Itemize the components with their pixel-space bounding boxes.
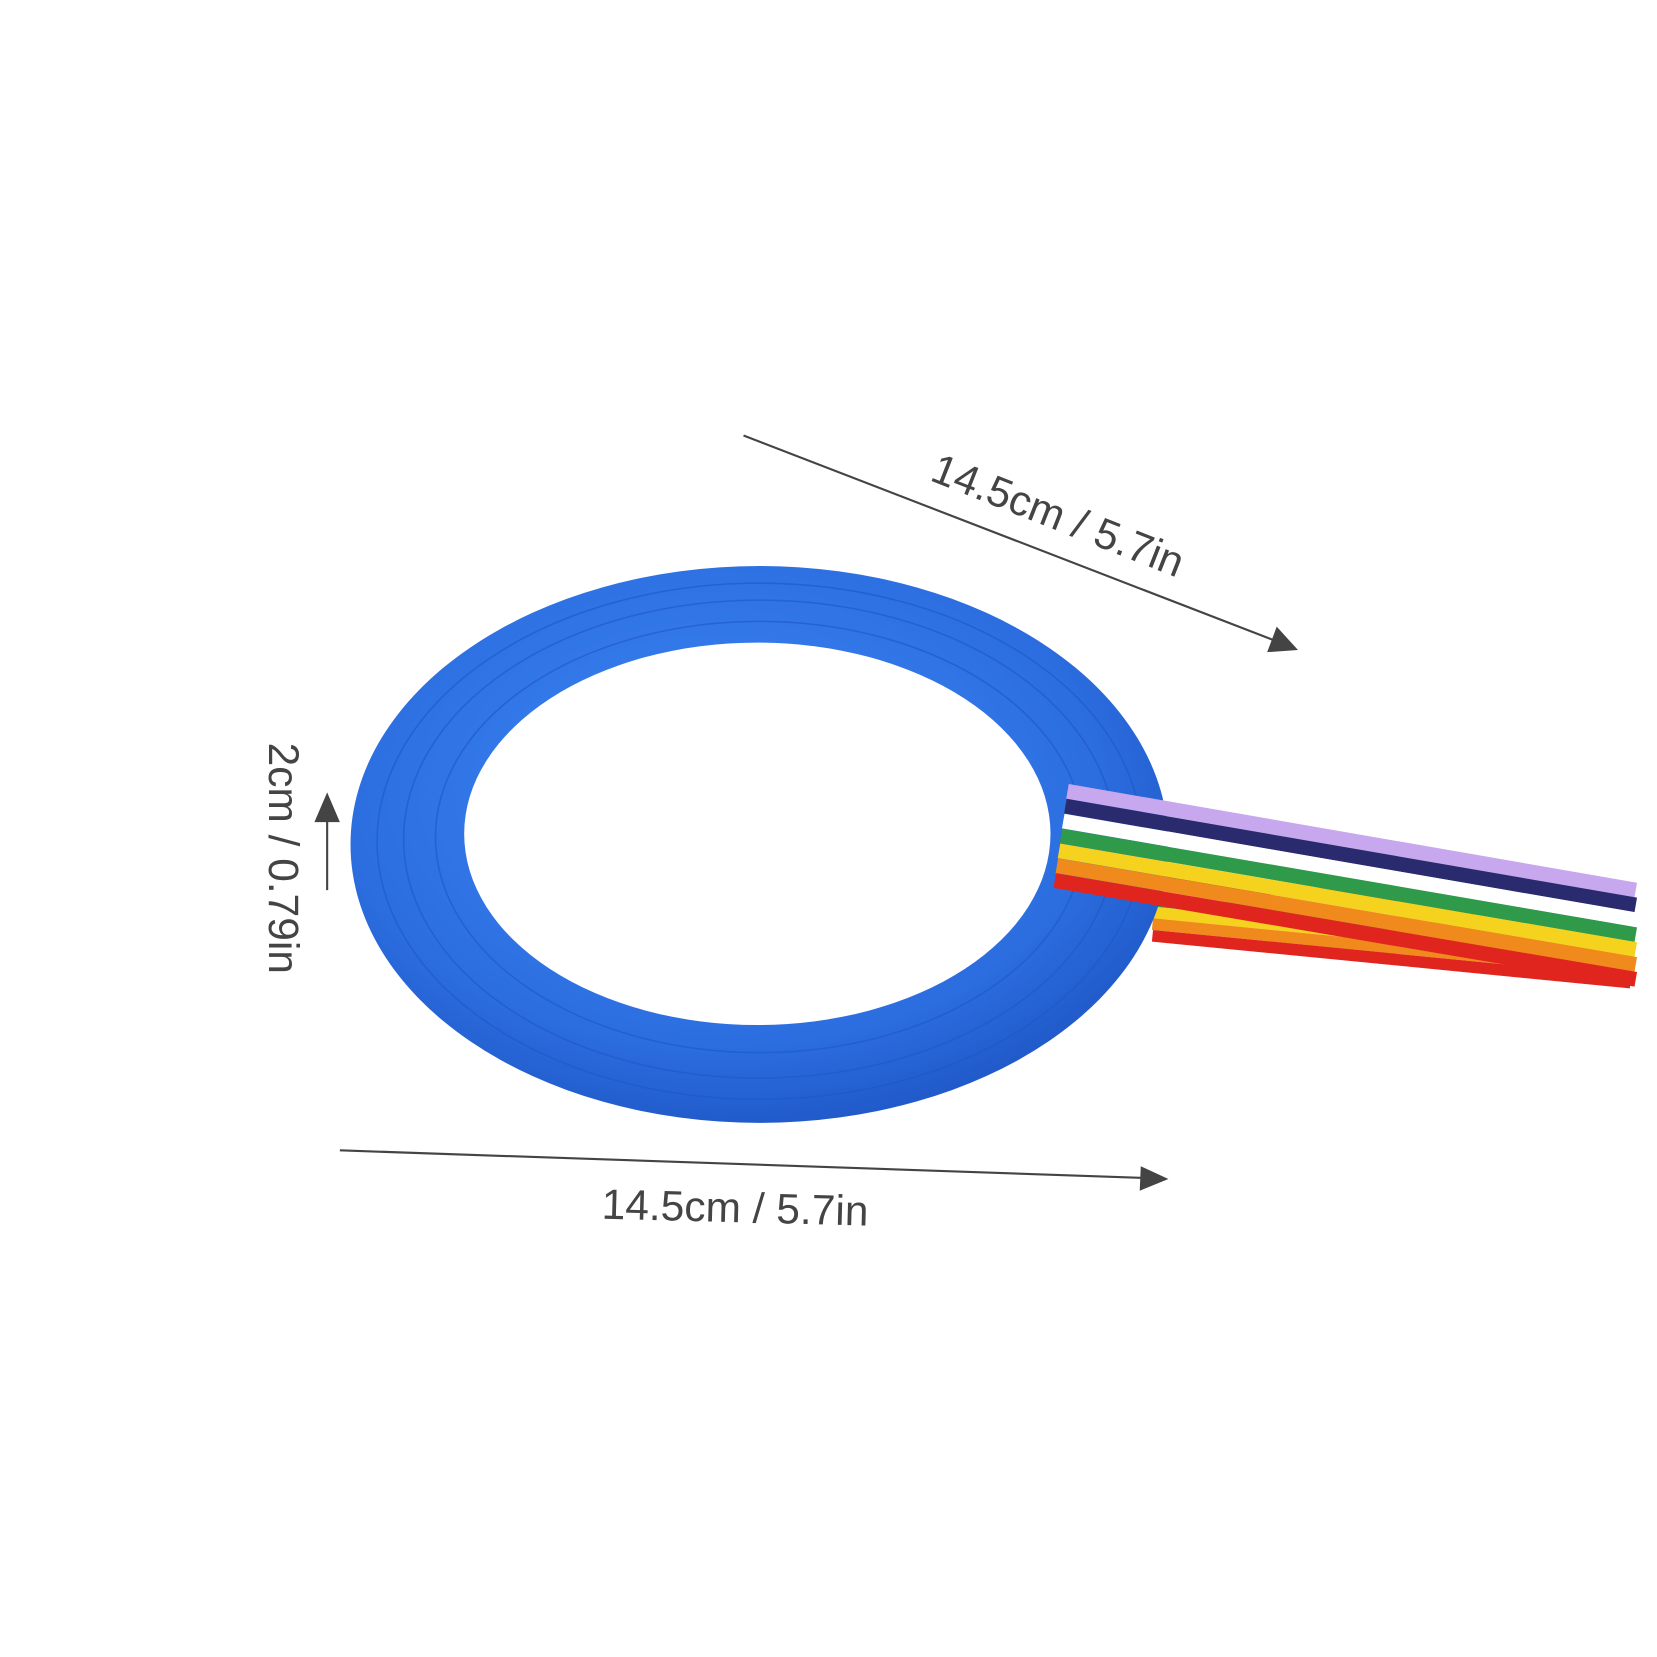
ribbon-upper <box>1053 783 1638 987</box>
dimension-label: 2cm / 0.79in <box>259 743 306 974</box>
arrowhead <box>1267 626 1298 653</box>
ring <box>350 566 1169 1123</box>
arrowhead <box>1139 1166 1169 1191</box>
arrowhead <box>314 792 340 823</box>
dimension-label: 14.5cm / 5.7in <box>601 1182 869 1236</box>
dimension-line <box>339 1149 1146 1180</box>
dimension-line <box>743 434 1275 642</box>
